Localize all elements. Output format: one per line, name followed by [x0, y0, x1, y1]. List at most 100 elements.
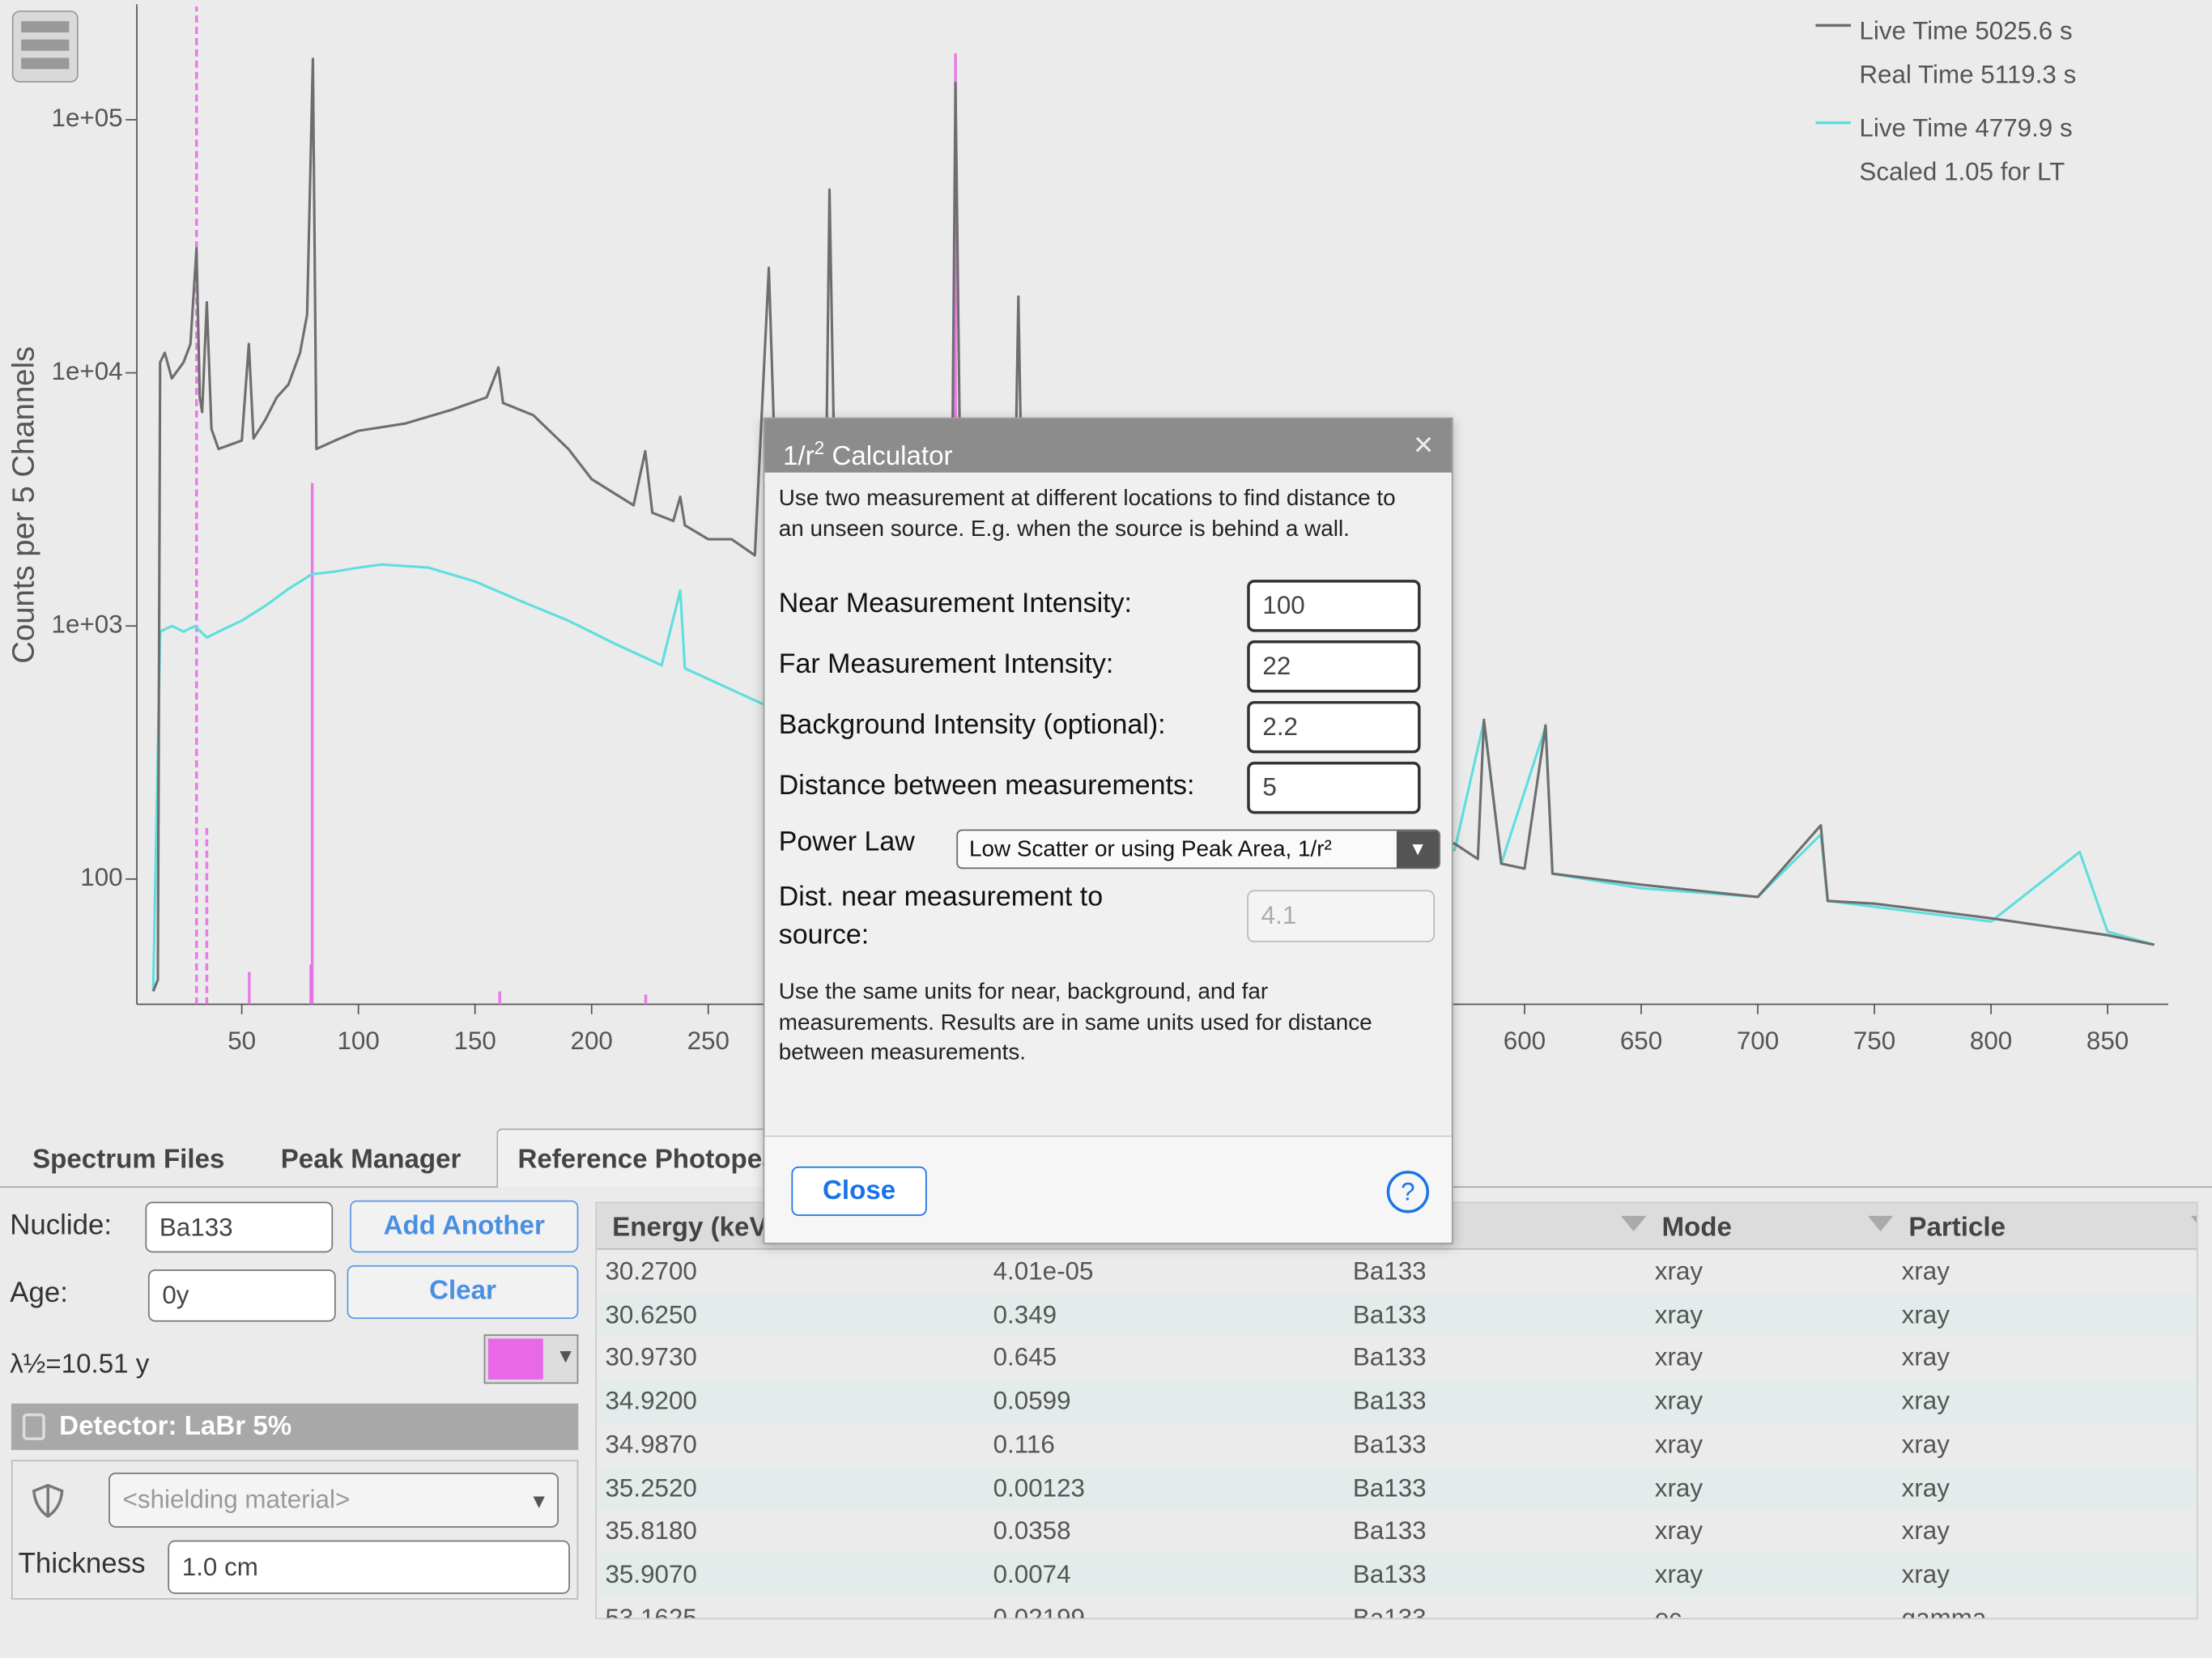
x-tick-label: 50 — [228, 1027, 256, 1055]
x-tick-label: 800 — [1970, 1027, 2012, 1055]
table-cell: 0.0599 — [993, 1386, 1071, 1415]
table-cell: 0.645 — [993, 1343, 1057, 1372]
table-cell: xray — [1901, 1516, 1950, 1545]
sort-icon — [2190, 1215, 2197, 1232]
field-input[interactable]: 5 — [1247, 761, 1421, 814]
table-row — [597, 1380, 2197, 1423]
table-cell: Ba133 — [1352, 1299, 1427, 1329]
table-cell: 4.01e-05 — [993, 1256, 1094, 1286]
spectrum-line — [151, 57, 2155, 993]
title-exponent: 2 — [814, 437, 825, 459]
table-cell: xray — [1901, 1430, 1950, 1459]
shielding-select[interactable]: <shielding material> ▼ — [108, 1473, 559, 1528]
table-cell: xray — [1654, 1516, 1704, 1545]
table-cell: 0.00123 — [993, 1473, 1086, 1502]
shielding-panel — [11, 1460, 579, 1600]
calculator-dialog: 1/r2 Calculator × Use two measurement at… — [763, 417, 1453, 1244]
field-label: Distance between measurements: — [778, 770, 1195, 801]
table-cell: 35.9070 — [605, 1559, 697, 1588]
table-cell: Ba133 — [1352, 1386, 1427, 1415]
nuclide-input[interactable]: Ba133 — [145, 1201, 334, 1253]
power-law-select[interactable]: Low Scatter or using Peak Area, 1/r² ▼ — [956, 829, 1440, 869]
table-cell: 30.9730 — [605, 1343, 697, 1372]
x-tick-label: 850 — [2087, 1027, 2129, 1055]
table-row — [597, 1596, 2197, 1618]
detector-label: Detector: LaBr 5% — [59, 1412, 292, 1442]
column-header[interactable]: Energy (keV) — [612, 1213, 776, 1244]
dialog-header: 1/r2 Calculator × — [764, 419, 1452, 473]
table-cell: Ba133 — [1352, 1559, 1427, 1588]
table-row — [597, 1293, 2197, 1337]
table-row — [597, 1249, 2197, 1294]
table-cell: ec — [1654, 1603, 1682, 1620]
menu-icon[interactable] — [11, 11, 79, 83]
table-cell: xray — [1654, 1386, 1704, 1415]
table-cell: xray — [1901, 1256, 1950, 1286]
close-button[interactable]: Close — [791, 1166, 927, 1216]
table-cell: Ba133 — [1352, 1256, 1427, 1286]
legend-label: Live Time 5025.6 s — [1859, 16, 2072, 45]
column-header[interactable]: Particle — [1908, 1213, 2006, 1244]
shielding-text: <shielding material> — [122, 1485, 351, 1514]
table-row — [597, 1336, 2197, 1380]
shield-icon — [32, 1483, 64, 1519]
table-cell: Ba133 — [1352, 1430, 1427, 1459]
table-cell: 0.116 — [993, 1430, 1055, 1459]
dialog-close-x[interactable]: × — [1413, 426, 1434, 465]
field-input[interactable]: 22 — [1247, 640, 1421, 693]
y-axis-label: Counts per 5 Channels — [6, 346, 40, 664]
age-input[interactable]: 0y — [147, 1269, 336, 1322]
table-row — [597, 1553, 2197, 1596]
dialog-note: Use the same units for near, background,… — [778, 980, 1372, 1065]
table-cell: Ba133 — [1352, 1343, 1427, 1372]
table-cell: 35.2520 — [605, 1473, 697, 1502]
sort-icon — [1620, 1215, 1647, 1232]
clear-button[interactable]: Clear — [347, 1265, 579, 1320]
table-cell: Ba133 — [1352, 1516, 1427, 1545]
add-another-button[interactable]: Add Another — [350, 1200, 579, 1253]
table-cell: 0.02199 — [993, 1603, 1086, 1620]
title-text: 1/r — [783, 441, 815, 472]
column-header[interactable]: Mode — [1661, 1213, 1732, 1244]
table-row — [597, 1509, 2197, 1554]
table-cell: gamma — [1901, 1603, 1987, 1620]
table-row — [597, 1466, 2197, 1510]
tab[interactable]: Peak Manager — [280, 1145, 462, 1175]
legend-note: Scaled 1.05 for LT — [1859, 158, 2065, 186]
result-label: Dist. near measurement to source: — [778, 881, 1104, 951]
y-tick-label: 1e+03 — [52, 610, 123, 638]
y-tick-label: 1e+04 — [52, 357, 123, 385]
tab[interactable]: Reference Photopeaks — [517, 1145, 807, 1175]
y-tick-label: 1e+05 — [52, 104, 123, 132]
table-cell: 0.0074 — [993, 1559, 1071, 1588]
table-cell: 35.8180 — [605, 1516, 697, 1545]
x-tick-label: 650 — [1620, 1027, 1662, 1055]
color-picker[interactable]: ▼ — [483, 1334, 579, 1384]
help-button[interactable]: ? — [1386, 1171, 1429, 1214]
field-label: Far Measurement Intensity: — [778, 648, 1114, 680]
table-cell: xray — [1901, 1386, 1950, 1415]
dialog-intro: Use two measurement at different locatio… — [778, 487, 1396, 542]
field-input[interactable]: 100 — [1247, 580, 1421, 632]
table-cell: xray — [1901, 1559, 1950, 1588]
x-tick-label: 600 — [1504, 1027, 1546, 1055]
table-row — [597, 1422, 2197, 1467]
table-cell: xray — [1654, 1299, 1704, 1329]
age-label: Age: — [10, 1278, 68, 1309]
table-cell: xray — [1901, 1343, 1950, 1372]
power-law-label: Power Law — [778, 827, 915, 858]
x-tick-label: 100 — [337, 1027, 379, 1055]
table-cell: 53.1625 — [605, 1603, 697, 1620]
table-cell: xray — [1654, 1473, 1704, 1502]
detector-bar[interactable]: Detector: LaBr 5% — [11, 1403, 579, 1451]
thickness-input[interactable]: 1.0 cm — [168, 1540, 570, 1594]
photopeak-table: Energy (keV)IntensityParentModeParticle3… — [595, 1201, 2198, 1620]
active-tab[interactable] — [496, 1128, 793, 1188]
x-tick-label: 250 — [687, 1027, 730, 1055]
tab[interactable]: Spectrum Files — [32, 1145, 225, 1175]
result-output: 4.1 — [1247, 890, 1435, 942]
table-cell: 30.6250 — [605, 1299, 697, 1329]
dialog-title: 1/r2 Calculator — [783, 437, 953, 473]
field-input[interactable]: 2.2 — [1247, 700, 1421, 754]
table-cell: xray — [1654, 1430, 1704, 1459]
